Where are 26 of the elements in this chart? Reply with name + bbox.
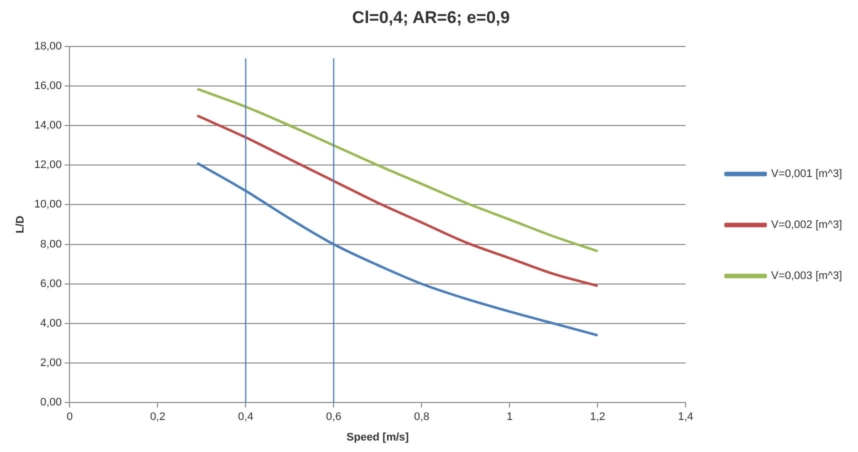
x-tick-label: 1 (506, 411, 513, 424)
chart-title: Cl=0,4; AR=6; e=0,9 (352, 8, 510, 27)
y-tick-label: 16,00 (34, 80, 62, 92)
line-series (196, 88, 599, 252)
y-tick-label: 6,00 (40, 278, 62, 290)
legend-label: V=0,001 [m^3] (771, 168, 842, 180)
y-tick-label: 2,00 (40, 357, 62, 370)
x-tick-label: 0,8 (414, 411, 430, 424)
y-tick-label: 12,00 (34, 159, 62, 172)
y-tick-label: 0,00 (40, 396, 62, 409)
y-tick-label: 4,00 (40, 317, 62, 330)
legend-label: V=0,002 [m^3] (771, 219, 842, 232)
y-tick-label: 18,00 (34, 40, 62, 52)
x-tick-label: 0,2 (150, 411, 166, 424)
line-series (196, 114, 599, 288)
y-axis-title: L/D (14, 216, 27, 234)
x-axis-title: Speed [m/s] (346, 431, 410, 444)
x-tick-label: 0 (66, 411, 73, 424)
x-tick-label: 1,4 (678, 411, 694, 424)
x-tick-label: 0,6 (326, 411, 342, 424)
legend-label: V=0,003 [m^3] (771, 270, 842, 282)
y-tick-label: 8,00 (40, 238, 62, 250)
y-tick-label: 14,00 (34, 120, 62, 132)
x-tick-label: 1,2 (590, 411, 606, 424)
y-tick-label: 10,00 (34, 198, 62, 211)
x-tick-label: 0,4 (238, 411, 254, 424)
